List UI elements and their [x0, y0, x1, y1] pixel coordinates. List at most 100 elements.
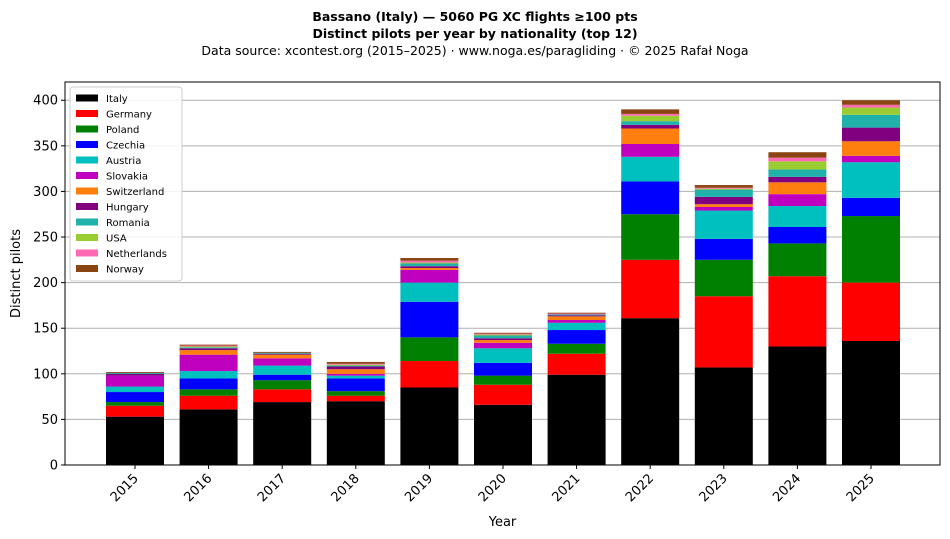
bar-segment — [842, 114, 900, 128]
legend-swatch — [76, 110, 98, 117]
bar-segment — [106, 372, 164, 374]
bar-segment — [547, 353, 606, 375]
bar-segment — [400, 361, 459, 388]
bar-segment — [179, 371, 238, 379]
bar-segment — [547, 343, 606, 354]
bar-segment — [474, 384, 532, 405]
bar-segment — [694, 188, 753, 190]
bar-segment — [326, 365, 385, 367]
legend-swatch — [76, 249, 98, 257]
bar-segment — [253, 389, 312, 403]
bar-segment — [326, 366, 385, 370]
legend-swatch — [76, 187, 98, 195]
bar-segment — [326, 378, 385, 392]
legend-label: Austria — [106, 156, 141, 167]
bar-segment — [694, 367, 753, 465]
bar-segment — [179, 350, 238, 355]
bar-segment — [621, 214, 680, 260]
bar-segment — [326, 401, 385, 465]
legend-label: Italy — [106, 94, 128, 105]
bar-segment — [694, 296, 753, 368]
x-tick-label: 2024 — [770, 471, 804, 505]
bar-segment — [842, 216, 900, 283]
bar-segment — [547, 374, 606, 465]
bar-segment — [400, 260, 459, 263]
chart-subtitle: Distinct pilots per year by nationality … — [312, 26, 638, 41]
bar-segment — [547, 313, 606, 315]
bar-segment — [842, 104, 900, 108]
bar-segment — [768, 169, 827, 177]
bar-segment — [253, 402, 312, 465]
bar-segment — [326, 363, 385, 365]
bar-segment — [106, 375, 164, 387]
bar-segment — [253, 354, 312, 359]
bar-segment — [400, 257, 459, 261]
bar-segment — [694, 206, 753, 211]
bar-segment — [621, 124, 680, 129]
y-tick-label: 400 — [33, 94, 58, 109]
bar-segment — [106, 386, 164, 393]
bar-segment — [621, 115, 680, 122]
bar-segment — [179, 389, 238, 396]
legend-swatch — [76, 265, 98, 272]
bar-segment — [106, 402, 164, 406]
bar-segment — [621, 109, 680, 114]
bar-segment — [179, 345, 238, 347]
bar-segment — [547, 316, 606, 321]
legend-label: Czechia — [106, 141, 145, 152]
x-tick-label: 2015 — [108, 471, 142, 505]
bar-segment — [253, 365, 312, 375]
bar-segment — [621, 156, 680, 182]
bar-segment — [179, 354, 238, 372]
legend-label: Slovakia — [106, 172, 148, 183]
y-tick-label: 150 — [33, 322, 58, 337]
bar-segment — [400, 269, 459, 283]
bar-segment — [106, 373, 164, 376]
legend-swatch — [76, 218, 98, 226]
x-tick-label: 2023 — [697, 471, 731, 505]
bar-segment — [768, 346, 827, 465]
bar-segment — [621, 121, 680, 125]
y-tick-label: 300 — [33, 185, 58, 200]
bar-segment — [768, 176, 827, 183]
bar-segment — [768, 152, 827, 158]
bar-segment — [400, 266, 459, 269]
bar-segment — [842, 162, 900, 198]
x-tick-label: 2019 — [402, 471, 436, 505]
bar-segment — [768, 182, 827, 195]
bar-segment — [842, 197, 900, 217]
bar-segment — [768, 243, 827, 277]
bar-segment — [179, 346, 238, 348]
bar-segment — [326, 364, 385, 366]
bar-segment — [547, 315, 606, 317]
bar-segment — [474, 335, 532, 339]
bar-segment — [326, 361, 385, 364]
legend-label: USA — [106, 234, 127, 245]
bar-segment — [400, 387, 459, 465]
x-tick-label: 2020 — [476, 471, 510, 505]
legend-label: Hungary — [106, 203, 149, 214]
bar-segment — [474, 333, 532, 335]
bar-segment — [547, 320, 606, 323]
bar-segment — [253, 351, 312, 353]
bar-segment — [253, 353, 312, 355]
bar-segment — [768, 276, 827, 347]
bar-segment — [621, 318, 680, 465]
bar-segment — [621, 259, 680, 319]
legend-label: Germany — [106, 110, 152, 121]
bar-segment — [768, 161, 827, 170]
x-tick-label: 2025 — [844, 471, 878, 505]
bar-segment — [474, 362, 532, 376]
y-tick-label: 50 — [41, 413, 58, 428]
legend-swatch — [76, 141, 98, 148]
bar-segment — [768, 226, 827, 244]
bar-segment — [621, 144, 680, 157]
bar-segment — [106, 371, 164, 373]
chart-title: Bassano (Italy) — 5060 PG XC flights ≥10… — [312, 9, 638, 24]
legend-label: Switzerland — [106, 187, 164, 198]
x-axis-ticks: 2015 2016 2017 2018 2019 2020 2021 2022 2023 2024… — [108, 465, 878, 505]
bar-segment — [694, 238, 753, 260]
bar-segment — [547, 322, 606, 331]
bar-segment — [694, 187, 753, 189]
bar-segment — [621, 128, 680, 145]
